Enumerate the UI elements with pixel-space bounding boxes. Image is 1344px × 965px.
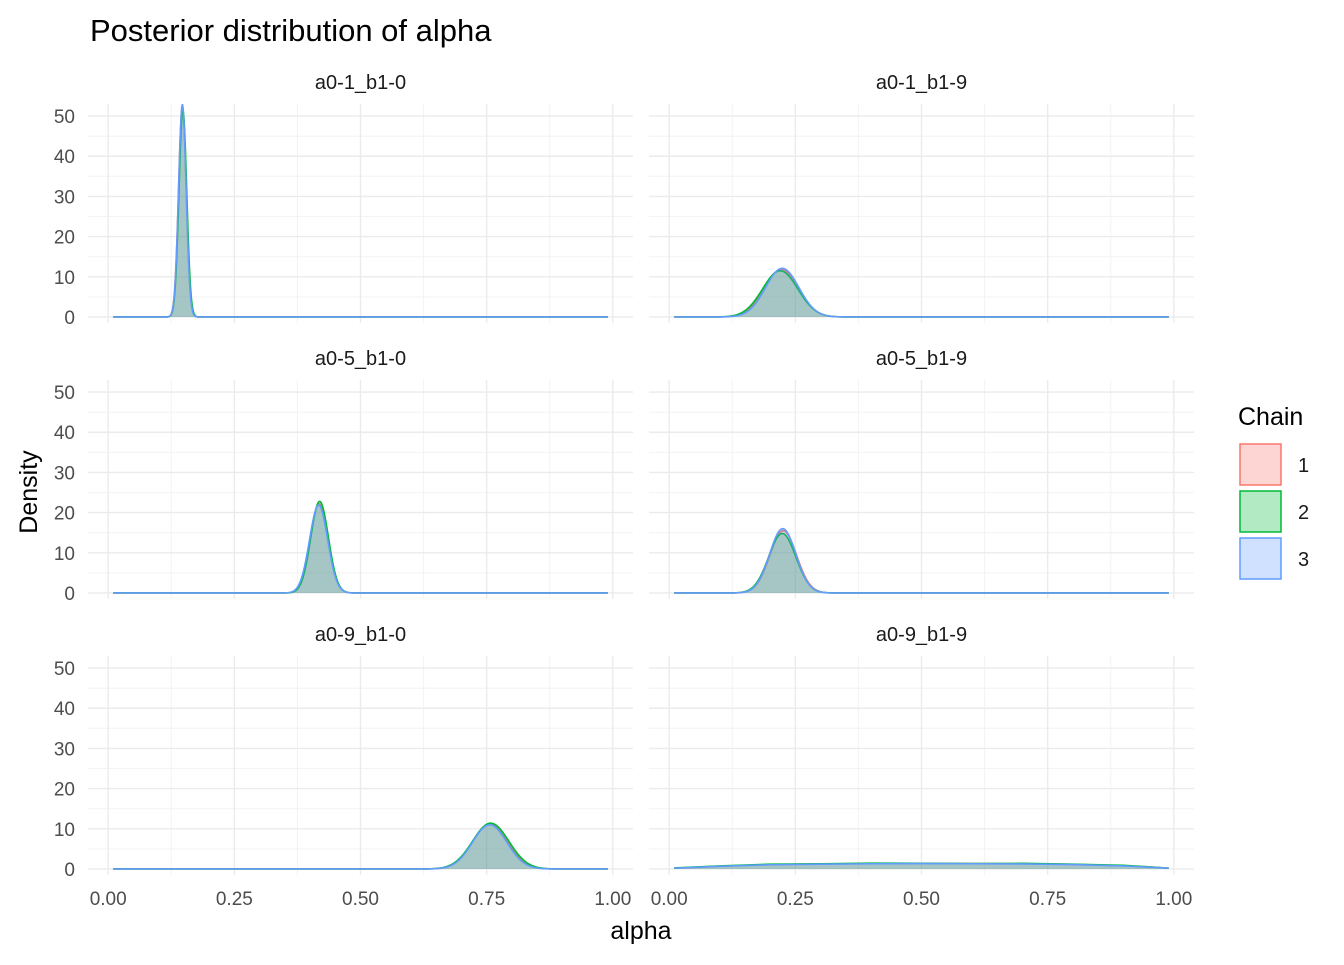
- y-tick-label: 40: [54, 423, 75, 444]
- legend-title: Chain: [1238, 403, 1303, 431]
- y-tick-label: 0: [64, 308, 75, 329]
- density-area-chain-2: [674, 533, 1169, 593]
- facet-panel: a0-5_b1-0 0 10 20 30 40 50: [54, 348, 633, 605]
- x-tick-label: 0.00: [90, 889, 127, 910]
- y-tick-label: 30: [54, 463, 75, 484]
- x-tick-label: 0.75: [468, 889, 505, 910]
- legend-label-chain-1: 1: [1298, 455, 1309, 477]
- x-tick-label: 0.25: [216, 889, 253, 910]
- facet-panels: a0-1_b1-0 0 10 20 30 40 50 a0-1_b1-9 a0-5_b1-0 0 1…: [54, 72, 1194, 881]
- y-tick-label: 40: [54, 699, 75, 720]
- y-tick-label: 30: [54, 739, 75, 760]
- density-area-chain-1: [113, 823, 608, 869]
- y-tick-label: 0: [64, 860, 75, 881]
- density-line-chain-3: [674, 527, 1169, 594]
- y-tick-label: 40: [54, 147, 75, 168]
- density-line-chain-3: [674, 862, 1169, 869]
- facet-strip-label: a0-5_b1-0: [315, 348, 406, 370]
- density-area-chain-1: [674, 269, 1169, 317]
- x-tick-label: 1.00: [1155, 889, 1192, 910]
- legend: Chain 1 2 3: [1238, 403, 1309, 580]
- y-tick-label: 0: [64, 584, 75, 605]
- facet-strip-label: a0-1_b1-0: [315, 72, 406, 94]
- y-tick-label: 10: [54, 544, 75, 565]
- facet-panel: a0-5_b1-9: [649, 348, 1194, 599]
- facet-strip-label: a0-5_b1-9: [876, 348, 967, 370]
- y-tick-label: 20: [54, 228, 75, 249]
- x-tick-label: 1.00: [594, 889, 631, 910]
- y-tick-label: 20: [54, 504, 75, 525]
- facet-strip-label: a0-1_b1-9: [876, 72, 967, 94]
- y-axis-title: Density: [15, 450, 43, 534]
- facet-strip-label: a0-9_b1-0: [315, 624, 406, 646]
- density-line-chain-3: [674, 267, 1169, 318]
- facet-panel: a0-9_b1-9: [649, 624, 1194, 875]
- density-line-chain-3: [113, 504, 608, 594]
- chart-title: Posterior distribution of alpha: [90, 13, 492, 48]
- density-area-chain-3: [113, 824, 608, 869]
- facet-strip-label: a0-9_b1-9: [876, 624, 967, 646]
- facet-panel: a0-1_b1-0 0 10 20 30 40 50: [54, 72, 633, 329]
- y-tick-label: 30: [54, 187, 75, 208]
- y-tick-label: 50: [54, 383, 75, 404]
- x-tick-label: 0.25: [777, 889, 814, 910]
- legend-key-chain-3: [1239, 537, 1282, 580]
- facet-panel: a0-1_b1-9: [649, 72, 1194, 323]
- legend-key-chain-1: [1239, 443, 1282, 486]
- legend-label-chain-3: 3: [1298, 549, 1309, 571]
- legend-key-chain-2: [1239, 490, 1282, 533]
- density-area-chain-3: [674, 268, 1169, 317]
- density-area-chain-2: [113, 823, 608, 869]
- y-tick-label: 50: [54, 659, 75, 680]
- density-line-chain-3: [113, 823, 608, 870]
- x-axis-title: alpha: [610, 917, 671, 945]
- facet-panel: a0-9_b1-0 0 10 20 30 40 50: [54, 624, 633, 881]
- x-tick-label: 0.50: [342, 889, 379, 910]
- y-tick-label: 20: [54, 780, 75, 801]
- x-tick-label: 0.00: [651, 889, 688, 910]
- x-tick-label: 0.50: [903, 889, 940, 910]
- density-area-chain-1: [674, 530, 1169, 593]
- x-tick-label: 0.75: [1029, 889, 1066, 910]
- y-tick-label: 10: [54, 268, 75, 289]
- y-tick-label: 10: [54, 820, 75, 841]
- density-area-chain-2: [674, 270, 1169, 317]
- y-tick-label: 50: [54, 107, 75, 128]
- legend-label-chain-2: 2: [1298, 502, 1309, 524]
- x-axis-ticks: 0.00 0.25 0.50 0.75 1.00 0.00 0.25 0.50 0.75 1.00: [90, 889, 1193, 910]
- density-line-chain-3: [113, 103, 608, 318]
- density-area-chain-3: [674, 528, 1169, 593]
